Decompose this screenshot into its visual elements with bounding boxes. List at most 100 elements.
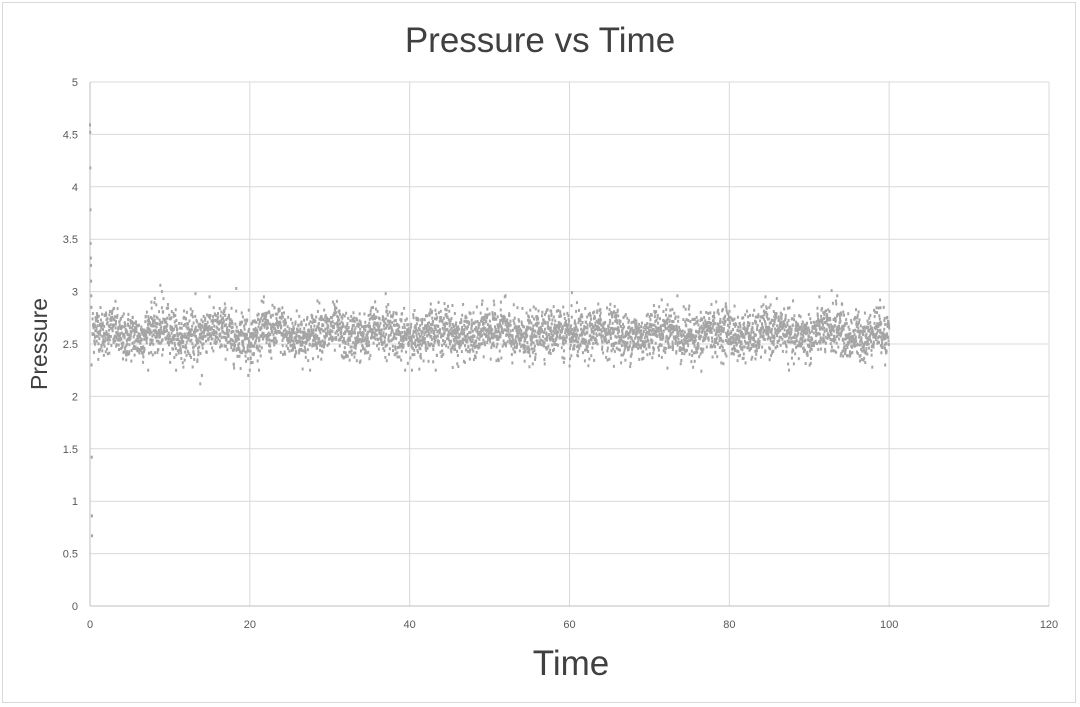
data-point — [180, 326, 183, 330]
data-point — [725, 308, 728, 312]
data-point — [208, 324, 211, 328]
data-point — [583, 359, 586, 363]
data-point — [356, 340, 359, 344]
data-point — [753, 338, 756, 342]
data-point — [735, 342, 738, 346]
data-point — [259, 319, 262, 323]
data-point — [787, 340, 790, 344]
data-point — [739, 325, 742, 329]
data-point — [667, 325, 670, 329]
data-point — [862, 348, 865, 352]
data-point — [879, 306, 882, 310]
data-point — [589, 334, 592, 338]
data-point — [355, 318, 358, 322]
data-point — [818, 295, 821, 299]
data-point — [292, 345, 295, 349]
data-point — [746, 329, 749, 333]
data-point — [181, 345, 184, 349]
data-point — [724, 302, 727, 306]
data-point — [560, 330, 563, 334]
data-point — [405, 350, 408, 354]
data-point — [254, 333, 257, 337]
data-point — [96, 312, 99, 316]
data-point — [740, 340, 743, 344]
data-point — [483, 343, 486, 347]
data-point — [134, 345, 137, 349]
data-point — [359, 327, 362, 331]
data-point — [848, 328, 851, 332]
data-point — [815, 332, 818, 336]
data-point — [743, 321, 746, 325]
data-point — [513, 316, 516, 320]
data-point — [606, 346, 609, 350]
data-point — [704, 323, 707, 327]
data-point — [687, 307, 690, 311]
data-point — [494, 330, 497, 334]
data-point — [454, 329, 457, 333]
data-point — [159, 331, 162, 335]
data-point — [258, 337, 261, 341]
data-point — [204, 334, 207, 338]
data-point — [413, 353, 416, 357]
data-point — [478, 342, 481, 346]
data-point — [794, 339, 797, 343]
data-point — [749, 333, 752, 337]
data-point — [670, 332, 673, 336]
data-point — [571, 328, 574, 332]
data-point — [102, 353, 105, 357]
data-point — [535, 339, 538, 343]
data-point — [293, 355, 296, 359]
data-point — [219, 333, 222, 337]
data-point — [691, 317, 694, 321]
data-point — [303, 336, 306, 340]
data-point — [768, 321, 771, 325]
data-point — [461, 325, 464, 329]
data-point — [230, 319, 233, 323]
data-point — [253, 328, 256, 332]
data-point — [503, 316, 506, 320]
data-point — [424, 324, 427, 328]
data-point — [715, 331, 718, 335]
data-point — [303, 345, 306, 349]
data-point — [342, 324, 345, 328]
data-point — [750, 357, 753, 361]
data-point — [197, 353, 200, 357]
data-point — [480, 302, 483, 306]
data-point — [294, 339, 297, 343]
data-point — [229, 318, 232, 322]
data-point — [350, 345, 353, 349]
data-point — [884, 346, 887, 350]
data-point — [306, 332, 309, 336]
data-point — [815, 341, 818, 345]
data-point — [434, 328, 437, 332]
data-point — [855, 324, 858, 328]
data-point — [644, 327, 647, 331]
data-point — [754, 349, 757, 353]
data-point — [196, 358, 199, 362]
data-point — [309, 368, 312, 372]
data-point — [283, 323, 286, 327]
data-point — [353, 345, 356, 349]
data-point — [508, 333, 511, 337]
data-point — [662, 309, 665, 313]
data-point — [599, 320, 602, 324]
data-point — [700, 325, 703, 329]
data-point — [379, 336, 382, 340]
data-point — [114, 299, 117, 303]
data-point — [516, 334, 519, 338]
data-point — [725, 331, 728, 335]
data-point — [418, 335, 421, 339]
data-point — [363, 347, 366, 351]
data-point — [142, 345, 145, 349]
data-point — [802, 346, 805, 350]
data-point — [853, 333, 856, 337]
data-point — [319, 343, 322, 347]
data-point — [121, 325, 124, 329]
data-point — [690, 349, 693, 353]
data-point — [429, 302, 432, 306]
data-point — [387, 326, 390, 330]
data-point — [819, 318, 822, 322]
data-point — [868, 316, 871, 320]
data-point — [132, 335, 135, 339]
data-point — [820, 314, 823, 318]
